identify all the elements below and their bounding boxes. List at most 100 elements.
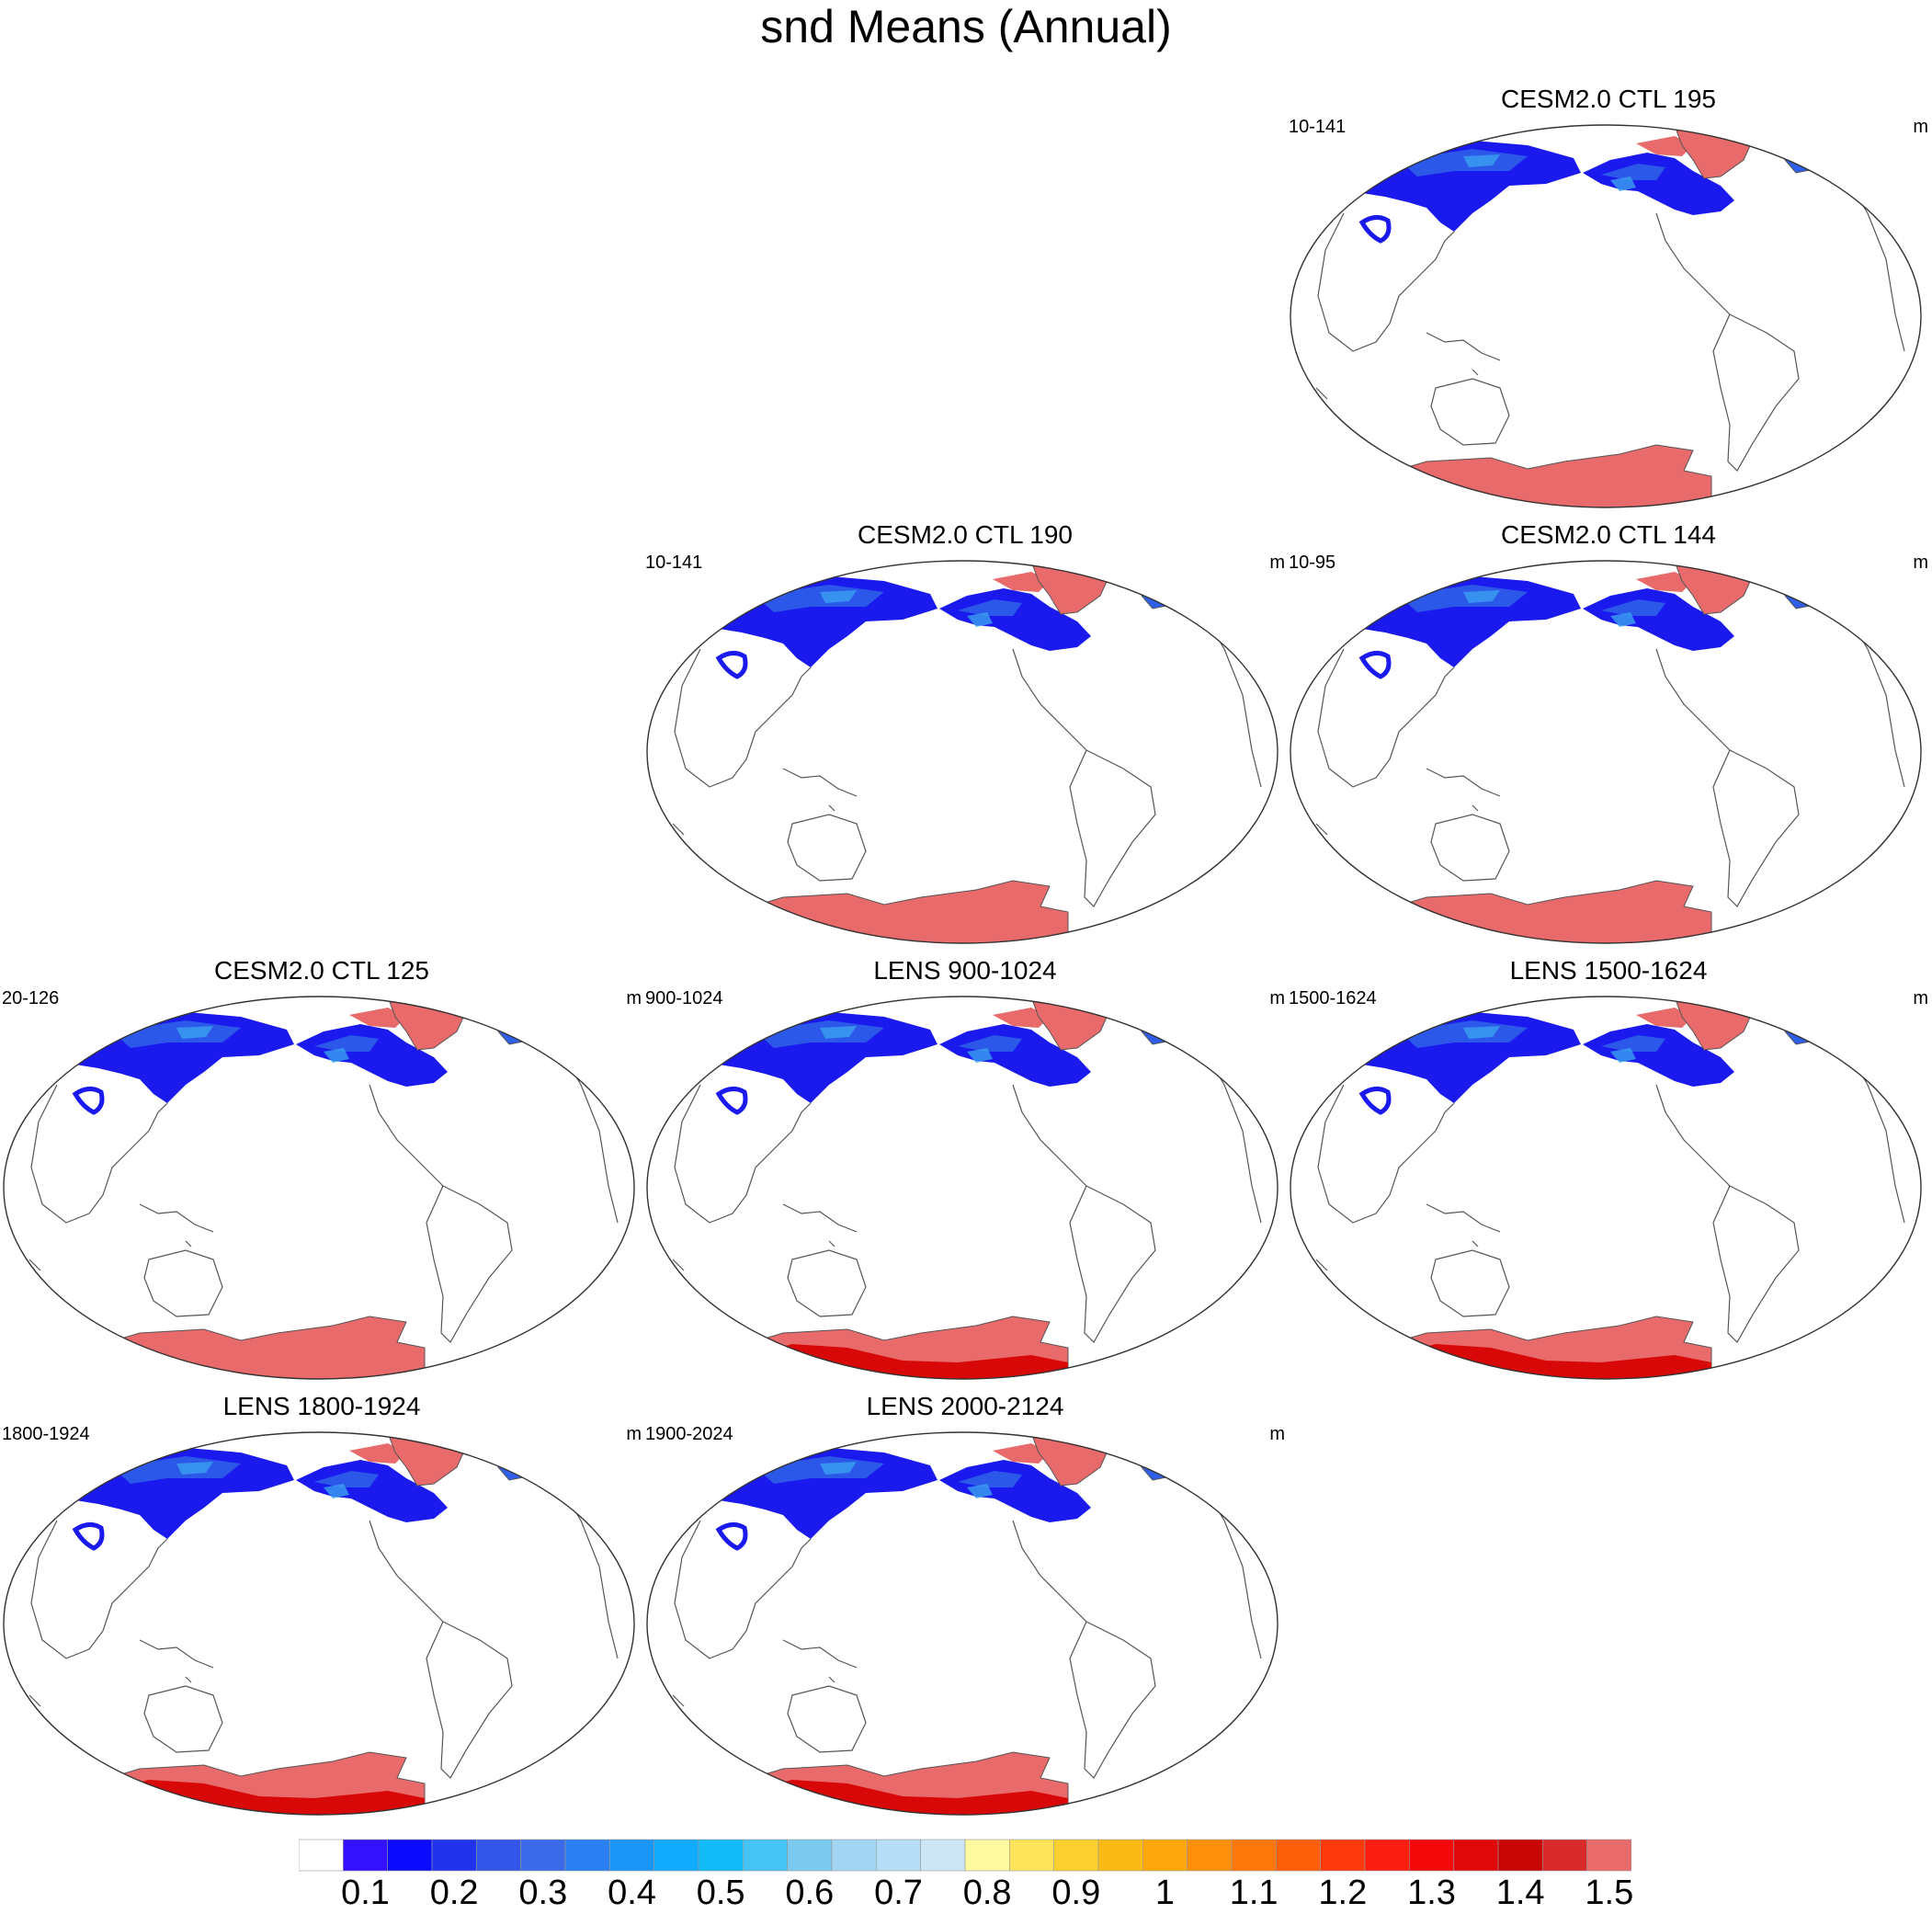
indonesia-coastline <box>1426 332 1501 361</box>
south-america-coastline <box>1069 749 1156 907</box>
panel-title: CESM2.0 CTL 125 <box>214 956 429 985</box>
indonesia-coastline <box>782 1203 858 1233</box>
world-map <box>3 1431 635 1816</box>
colorbar-tick-label: 0.6 <box>785 1874 835 1912</box>
colorbar-swatch <box>653 1839 699 1872</box>
panel-title: LENS 2000-2124 <box>866 1392 1064 1420</box>
north-america-coastline <box>369 1520 444 1623</box>
colorbar-swatch <box>920 1839 966 1872</box>
colorbar-tick-label: 1.2 <box>1318 1874 1368 1912</box>
arctic-archipelago-ice <box>993 572 1050 592</box>
arctic-archipelago-ice <box>1636 572 1693 592</box>
arctic-archipelago-ice <box>993 1443 1050 1464</box>
map-border <box>1290 996 1922 1380</box>
main-title: snd Means (Annual) <box>760 1 1172 52</box>
panel-title: CESM2.0 CTL 144 <box>1501 520 1716 549</box>
panel-units: m <box>1269 553 1285 573</box>
eurasia-snow-highlight <box>820 590 857 603</box>
north-america-coastline <box>1655 1084 1731 1187</box>
colorbar-swatch <box>1542 1839 1587 1872</box>
asia-coastline <box>1317 212 1455 352</box>
tibet-snow-region <box>715 1087 748 1115</box>
north-america-snow-interior <box>958 1035 1022 1052</box>
australia-coastline <box>1430 814 1510 882</box>
map-panel: LENS 900-1024 900-1024 m <box>643 956 1287 1388</box>
map-border <box>1290 124 1922 508</box>
colorbar-tick-label: 1.1 <box>1229 1874 1279 1912</box>
colorbar-swatch <box>1586 1839 1631 1872</box>
australia-coastline <box>1430 1249 1510 1317</box>
arctic-archipelago-ice <box>993 1008 1050 1028</box>
tibet-snow-region <box>1358 215 1392 244</box>
rockies-snow-highlight <box>967 612 993 627</box>
north-america-snow-interior <box>314 1035 379 1052</box>
eurasia-snow-highlight <box>1463 1026 1500 1039</box>
tibet-snow-region <box>1358 651 1392 679</box>
colorbar-swatch <box>387 1839 433 1872</box>
colorbar-swatch <box>609 1839 654 1872</box>
panel-range: 1500-1624 <box>1289 988 1377 1008</box>
colorbar-swatch <box>787 1839 833 1872</box>
eurasia-snow-highlight <box>1463 154 1500 167</box>
indonesia-coastline <box>1426 1203 1501 1233</box>
panel-units: m <box>626 1424 642 1444</box>
north-america-coastline <box>1655 648 1731 751</box>
australia-coastline <box>787 814 867 882</box>
colorbar-swatch <box>1364 1839 1410 1872</box>
arctic-archipelago-ice <box>1636 136 1693 156</box>
tibet-snow-region <box>715 651 748 679</box>
north-america-snow-interior <box>958 599 1022 616</box>
colorbar-tick-label: 0.7 <box>874 1874 923 1912</box>
colorbar-tick-label: 1 <box>1154 1874 1176 1912</box>
indonesia-coastline <box>782 1639 858 1669</box>
rockies-snow-highlight <box>324 1484 349 1498</box>
panel-title: LENS 1500-1624 <box>1509 956 1708 985</box>
rockies-snow-highlight <box>967 1484 993 1498</box>
north-america-snow-region <box>939 588 1091 651</box>
colorbar-swatch <box>564 1839 610 1872</box>
australia-coastline <box>143 1685 223 1753</box>
north-america-coastline <box>1655 212 1731 315</box>
eurasia-snow-highlight <box>1463 590 1500 603</box>
south-america-coastline <box>1712 313 1800 472</box>
colorbar-tick-label: 0.4 <box>608 1874 656 1912</box>
north-america-snow-region <box>939 1024 1091 1087</box>
panel-range: 10-141 <box>1289 117 1347 137</box>
australia-coastline <box>787 1685 867 1753</box>
rockies-snow-highlight <box>1610 177 1636 191</box>
map-border <box>1290 560 1922 944</box>
colorbar: 0.1 0.2 0.3 0.4 0.5 0.6 0.7 0.8 0.9 1 1.1 1.2 1.3 1.4… <box>299 1839 1633 1912</box>
panel-title: LENS 1800-1924 <box>222 1392 421 1420</box>
map-panel: LENS 2000-2124 1900-2024 m <box>643 1392 1287 1824</box>
colorbar-swatch <box>743 1839 788 1872</box>
colorbar-tick-label: 0.1 <box>341 1874 390 1912</box>
colorbar-swatch <box>1320 1839 1366 1872</box>
asia-coastline <box>30 1084 168 1224</box>
australia-coastline <box>143 1249 223 1317</box>
panel-range: 1900-2024 <box>645 1424 733 1444</box>
world-map <box>1290 996 1922 1380</box>
panel-range: 900-1024 <box>645 988 723 1008</box>
colorbar-swatch <box>698 1839 744 1872</box>
north-america-snow-region <box>939 1460 1091 1522</box>
colorbar-swatch <box>1187 1839 1233 1872</box>
indonesia-coastline <box>1426 768 1501 797</box>
colorbar-tick-label: 0.5 <box>696 1874 745 1912</box>
map-panel: CESM2.0 CTL 125 20-126 m <box>0 956 643 1388</box>
panel-range: 1800-1924 <box>2 1424 90 1444</box>
colorbar-swatch <box>1097 1839 1143 1872</box>
panel-title: CESM2.0 CTL 195 <box>1501 85 1716 113</box>
panel-units: m <box>1913 117 1928 137</box>
colorbar-tick-label: 0.9 <box>1051 1874 1101 1912</box>
south-america-coastline <box>1712 1185 1800 1343</box>
colorbar-swatches <box>299 1839 1631 1872</box>
arctic-archipelago-ice <box>1636 1008 1693 1028</box>
colorbar-swatch <box>876 1839 921 1872</box>
panel-range: 10-141 <box>645 553 703 573</box>
eurasia-snow-highlight <box>176 1462 213 1475</box>
map-border <box>646 560 1279 944</box>
rockies-snow-highlight <box>324 1048 349 1063</box>
panel-units: m <box>1913 988 1928 1008</box>
colorbar-swatch <box>343 1839 388 1872</box>
eurasia-snow-highlight <box>820 1462 857 1475</box>
